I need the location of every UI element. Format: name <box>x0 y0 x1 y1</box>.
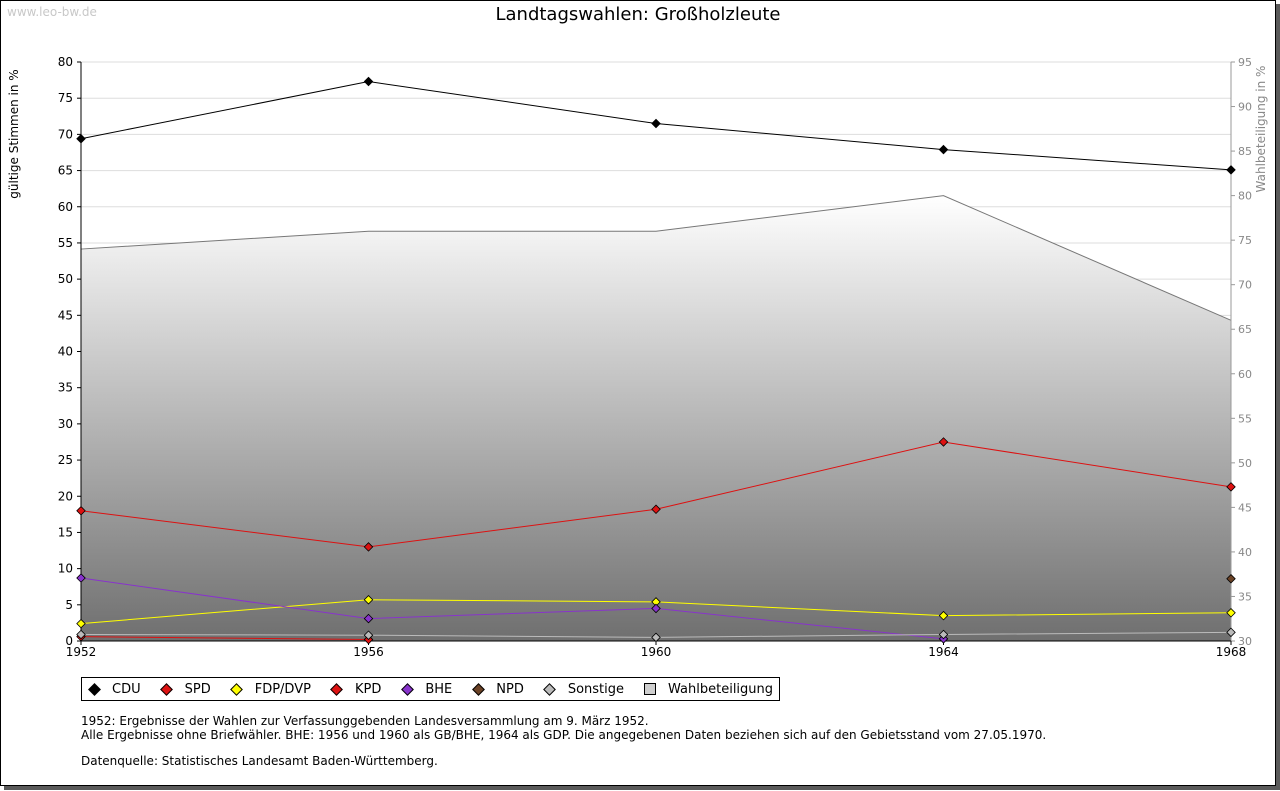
sonstige-point <box>363 630 374 640</box>
y-tick-label: 40 <box>58 345 73 359</box>
y-right-tick-label: 40 <box>1238 546 1252 559</box>
spd-point <box>363 542 374 552</box>
sonstige-point <box>651 632 661 643</box>
chart-plot: 0 5 10 15 20 25 30 35 40 45 50 55 60 65 70 75 80 30 35 40 45… <box>7 55 1268 659</box>
chart-legend: CDU SPD FDP/DVP KPD BHE NPD Sonstige Wahlbeteil… <box>81 677 781 701</box>
y-axis-title: gültige Stimmen in % <box>7 69 21 198</box>
square-marker-icon <box>642 682 658 696</box>
sonstige-point <box>1226 627 1236 638</box>
footnote-general: Alle Ergebnisse ohne Briefwähler. BHE: 1… <box>81 728 1047 742</box>
sonstige-point <box>938 629 949 640</box>
bhe-point <box>651 603 661 614</box>
legend-item-fdp-dvp: FDP/DVP <box>229 682 311 697</box>
y-tick-label: 10 <box>58 562 73 576</box>
spd-point <box>938 437 949 447</box>
cdu-point <box>363 76 374 87</box>
cdu-point <box>76 133 86 144</box>
watermark: www.leo-bw.de <box>7 5 97 19</box>
y-right-tick-label: 45 <box>1238 501 1252 514</box>
data-source-note: Datenquelle: Statistisches Landesamt Bad… <box>81 754 438 768</box>
y-right-tick-label: 90 <box>1238 101 1252 114</box>
chart-title: Landtagswahlen: Großholzleute <box>495 4 781 25</box>
y-tick-label: 15 <box>58 525 73 539</box>
y-tick-label: 65 <box>58 164 73 178</box>
x-tick-label: 1960 <box>641 645 672 659</box>
legend-item-cdu: CDU <box>86 682 141 697</box>
fdp-dvp-point <box>76 618 86 629</box>
bhe-line <box>80 577 944 640</box>
diamond-marker-icon <box>229 682 245 696</box>
fdp-dvp-point <box>1226 608 1236 618</box>
y-tick-label: 0 <box>65 634 73 648</box>
y-right-tick-label: 75 <box>1238 234 1252 247</box>
y-right-tick-label: 80 <box>1238 190 1252 203</box>
y-tick-label: 5 <box>65 598 73 612</box>
spd-point <box>651 504 661 515</box>
kpd-line <box>80 636 369 641</box>
legend-label: BHE <box>425 681 453 697</box>
x-tick-label: 1964 <box>928 645 959 659</box>
footnote-1952: 1952: Ergebnisse der Wahlen zur Verfassu… <box>81 714 649 728</box>
bhe-point <box>76 573 86 583</box>
y-tick-label: 70 <box>58 127 73 141</box>
legend-label: KPD <box>354 681 382 697</box>
legend-item-npd: NPD <box>470 682 524 697</box>
cdu-point <box>938 144 949 155</box>
y-right-tick-label: 50 <box>1238 457 1252 470</box>
diamond-marker-icon <box>86 682 102 696</box>
y-right-tick-label: 70 <box>1238 279 1252 292</box>
y-right-tick-label: 55 <box>1238 412 1252 425</box>
spd-point <box>76 505 86 516</box>
legend-item-spd: SPD <box>159 682 211 697</box>
legend-item-sonstige: Sonstige <box>542 682 624 697</box>
fdp-dvp-point <box>938 610 949 621</box>
y-right-tick-label: 60 <box>1238 368 1252 381</box>
fdp-dvp-point <box>363 594 374 605</box>
y-right-tick-label: 65 <box>1238 323 1252 336</box>
wahlbeteiligung-line <box>80 195 1232 321</box>
y-right-tick-label: 85 <box>1238 145 1252 158</box>
legend-label: Wahlbeteiligung <box>668 681 774 697</box>
y-tick-label: 30 <box>58 417 73 431</box>
spd-point <box>1226 482 1236 492</box>
y-axis-right-title: Wahlbeteiligung in % <box>1254 66 1268 193</box>
diamond-marker-icon <box>329 682 345 696</box>
cdu-point <box>651 118 661 129</box>
legend-item-bhe: BHE <box>399 682 452 697</box>
legend-label: FDP/DVP <box>254 681 311 697</box>
cdu-point <box>1226 165 1236 175</box>
sonstige-point <box>76 629 86 640</box>
y-tick-label: 55 <box>58 236 73 250</box>
x-tick-label: 1968 <box>1216 645 1247 659</box>
y-tick-label: 20 <box>58 489 73 503</box>
y-tick-label: 50 <box>58 272 73 286</box>
diamond-marker-icon <box>159 682 175 696</box>
legend-item-wahlbeteiligung: Wahlbeteiligung <box>642 682 773 697</box>
y-right-tick-label: 35 <box>1238 590 1252 603</box>
y-tick-label: 75 <box>58 91 73 105</box>
x-tick-label: 1952 <box>66 645 97 659</box>
legend-label: Sonstige <box>567 681 625 697</box>
y-right-tick-label: 30 <box>1238 635 1252 648</box>
y-tick-label: 35 <box>58 381 73 395</box>
legend-label: SPD <box>184 681 211 697</box>
npd-point <box>1226 573 1236 584</box>
bhe-point <box>363 613 374 624</box>
y-tick-label: 45 <box>58 308 73 322</box>
legend-label: NPD <box>496 681 524 697</box>
diamond-marker-icon <box>470 682 486 696</box>
diamond-marker-icon <box>399 682 415 696</box>
wahlbeteiligung-area <box>81 195 1231 641</box>
y-tick-label: 60 <box>58 200 73 214</box>
y-right-tick-label: 95 <box>1238 56 1252 69</box>
legend-label: CDU <box>112 681 141 697</box>
x-tick-label: 1956 <box>353 645 384 659</box>
y-tick-label: 25 <box>58 453 73 467</box>
legend-item-kpd: KPD <box>329 682 381 697</box>
diamond-marker-icon <box>542 682 558 696</box>
y-tick-label: 80 <box>58 55 73 69</box>
